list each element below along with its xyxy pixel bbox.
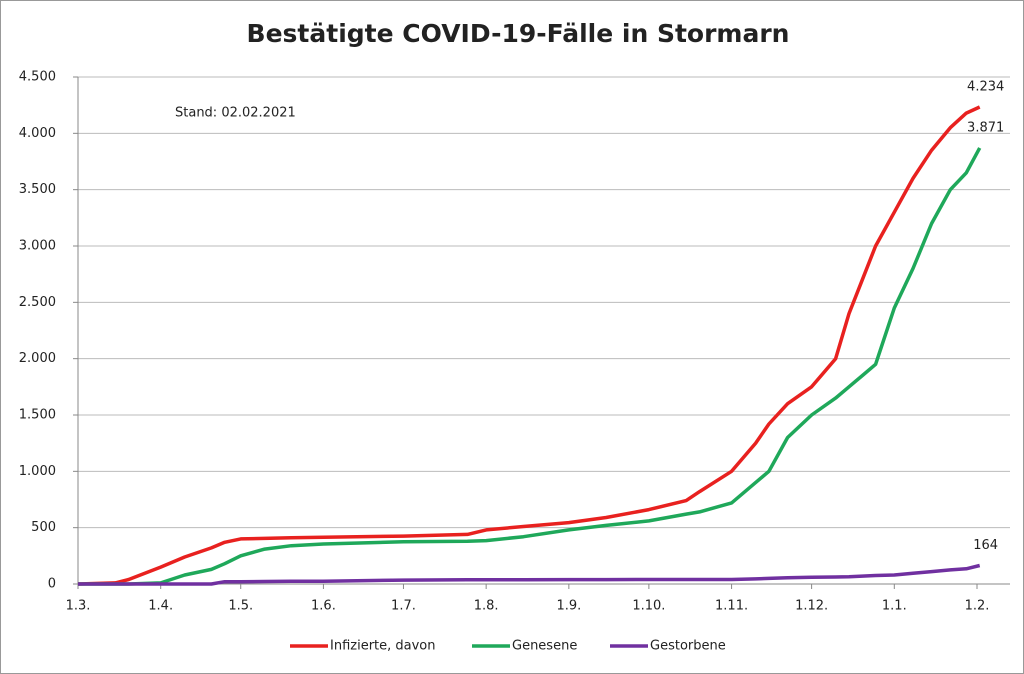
y-tick-label: 3.000 [19, 239, 56, 254]
y-tick-label: 4.000 [19, 126, 56, 141]
chart-title: Bestätigte COVID-19-Fälle in Stormarn [247, 19, 790, 48]
x-tick-label: 1.1. [882, 599, 907, 614]
x-tick-label: 1.5. [228, 599, 253, 614]
series-line [78, 147, 982, 586]
annotation: Stand: 02.02.2021 [175, 106, 296, 121]
x-tick-label: 1.10. [632, 599, 665, 614]
legend-label: Infizierte, davon [330, 639, 436, 654]
value-label: 164 [973, 538, 998, 553]
value-label: 3.871 [967, 120, 1004, 135]
y-tick-label: 1.000 [19, 464, 56, 479]
x-tick-label: 1.2. [965, 599, 990, 614]
x-tick-label: 1.12. [795, 599, 828, 614]
y-tick-label: 2.000 [19, 351, 56, 366]
legend-label: Genesene [512, 639, 577, 654]
series-line [78, 563, 981, 586]
x-tick-label: 1.4. [148, 599, 173, 614]
legend-label: Gestorbene [650, 639, 726, 654]
value-label: 4.234 [967, 79, 1004, 94]
x-tick-label: 1.9. [556, 599, 581, 614]
y-tick-label: 3.500 [19, 182, 56, 197]
y-tick-label: 0 [48, 577, 56, 592]
y-tick-label: 1.500 [19, 408, 56, 423]
x-tick-label: 1.11. [715, 599, 748, 614]
x-tick-label: 1.8. [474, 599, 499, 614]
x-tick-label: 1.3. [66, 599, 91, 614]
y-tick-label: 2.500 [19, 295, 56, 310]
x-tick-label: 1.6. [311, 599, 336, 614]
x-tick-label: 1.7. [391, 599, 416, 614]
series-line [77, 105, 981, 586]
y-tick-label: 4.500 [19, 70, 56, 85]
y-tick-label: 500 [31, 520, 56, 535]
